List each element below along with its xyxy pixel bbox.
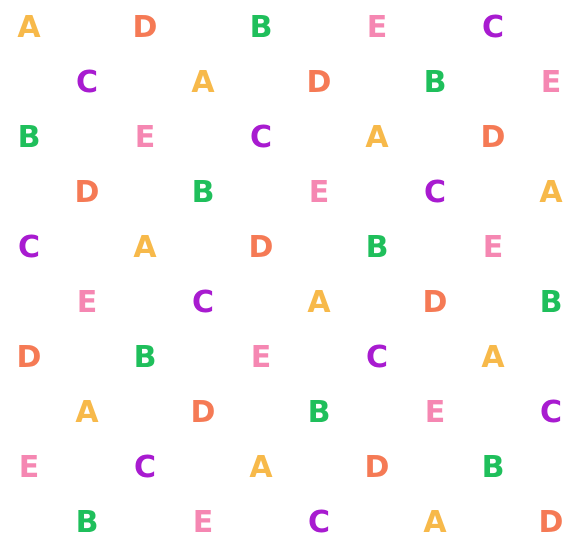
letter-cell: B xyxy=(423,65,447,100)
letter-cell: A xyxy=(17,10,41,45)
letter-cell: B xyxy=(17,120,41,155)
letter-cell: B xyxy=(307,395,331,430)
letter-cell: D xyxy=(248,230,274,265)
letter-cell: C xyxy=(365,340,389,375)
letter-cell: E xyxy=(18,450,40,485)
letter-cell: D xyxy=(364,450,390,485)
letter-cell: D xyxy=(480,120,506,155)
letter-cell: E xyxy=(192,505,214,540)
letter-cell: D xyxy=(190,395,216,430)
letter-cell: A xyxy=(133,230,157,265)
letter-cell: B xyxy=(539,285,563,320)
letter-cell: E xyxy=(76,285,98,320)
letter-cell: D xyxy=(132,10,158,45)
letter-cell: E xyxy=(540,65,562,100)
letter-cell: A xyxy=(249,450,273,485)
letter-cell: A xyxy=(191,65,215,100)
letter-cell: C xyxy=(133,450,157,485)
letter-cell: B xyxy=(191,175,215,210)
letter-cell: D xyxy=(422,285,448,320)
letter-cell: A xyxy=(481,340,505,375)
letter-cell: D xyxy=(16,340,42,375)
letter-cell: A xyxy=(365,120,389,155)
letter-cell: E xyxy=(482,230,504,265)
letter-cell: C xyxy=(307,505,331,540)
letter-cell: E xyxy=(424,395,446,430)
letter-cell: D xyxy=(74,175,100,210)
letter-cell: C xyxy=(423,175,447,210)
letter-cell: B xyxy=(249,10,273,45)
letter-cell: C xyxy=(17,230,41,265)
letter-cell: E xyxy=(366,10,388,45)
letter-cell: B xyxy=(481,450,505,485)
letter-cell: B xyxy=(365,230,389,265)
letter-cell: E xyxy=(134,120,156,155)
letter-cell: E xyxy=(308,175,330,210)
letter-cell: A xyxy=(539,175,563,210)
letter-cell: C xyxy=(481,10,505,45)
letter-cell: D xyxy=(306,65,332,100)
letter-cell: A xyxy=(423,505,447,540)
letter-cell: A xyxy=(307,285,331,320)
letter-cell: C xyxy=(249,120,273,155)
letter-cell: A xyxy=(75,395,99,430)
letter-cell: E xyxy=(250,340,272,375)
letter-cell: C xyxy=(191,285,215,320)
letter-cell: B xyxy=(133,340,157,375)
letter-cell: B xyxy=(75,505,99,540)
letter-cell: C xyxy=(75,65,99,100)
letter-cell: C xyxy=(539,395,563,430)
letter-cell: D xyxy=(538,505,564,540)
